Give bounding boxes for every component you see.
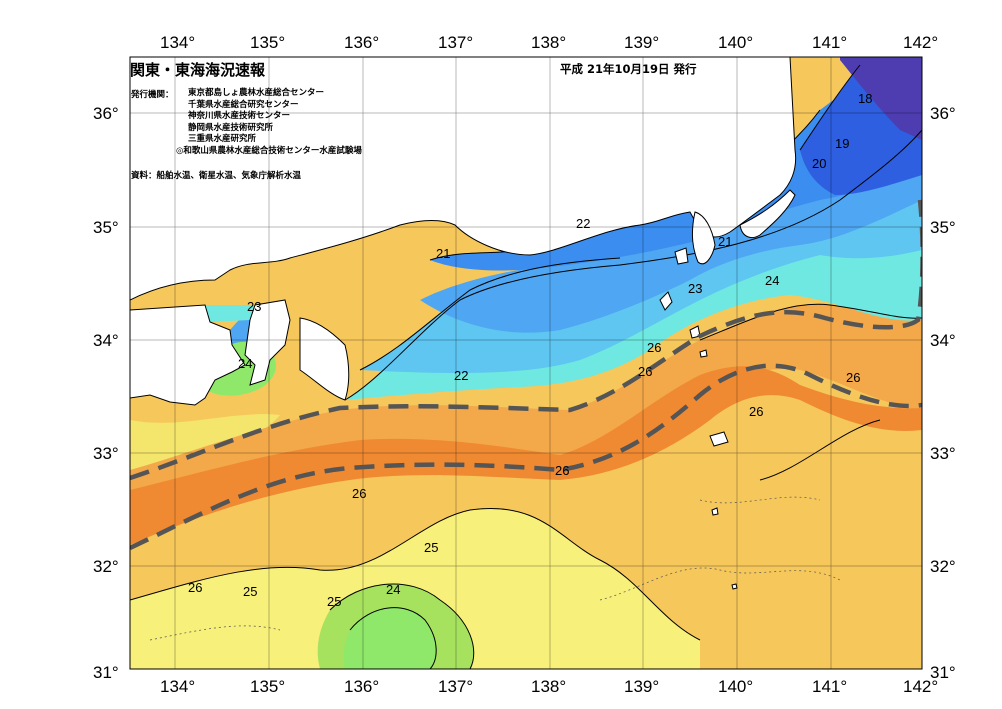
lat-label: 31° — [930, 663, 956, 682]
lon-label: 137° — [438, 33, 473, 52]
lon-label: 140° — [718, 33, 753, 52]
contour-label: 22 — [454, 368, 468, 383]
longitude-labels-top: 134° 135° 136° 137° 138° 139° 140° 141° … — [160, 33, 938, 52]
issuers-label: 発行機関： — [131, 90, 174, 100]
lon-label: 142° — [903, 677, 938, 696]
issue-date: 平成 21年10月19日 発行 — [560, 62, 697, 76]
issuer-item: 千葉県水産総合研究センター — [188, 99, 299, 110]
issuers-list: 東京都島しょ農林水産総合センター 千葉県水産総合研究センター 神奈川県水産技術セ… — [176, 88, 362, 157]
lon-label: 135° — [250, 33, 285, 52]
lat-label: 34° — [930, 331, 956, 350]
contour-label: 24 — [386, 582, 400, 597]
lat-label: 32° — [93, 557, 119, 576]
lon-label: 141° — [812, 677, 847, 696]
contour-label: 21 — [436, 246, 450, 261]
lat-label: 35° — [93, 218, 119, 237]
bay-water-3 — [205, 305, 255, 322]
band-25-west — [130, 414, 280, 470]
contour-label: 26 — [638, 364, 652, 379]
issuer-item: 東京都島しょ農林水産総合センター — [188, 88, 325, 98]
contour-label: 24 — [238, 356, 252, 371]
contour-label: 25 — [243, 584, 257, 599]
contour-label: 22 — [576, 216, 590, 231]
lat-label: 33° — [93, 444, 119, 463]
contour-label: 26 — [188, 580, 202, 595]
contour-label: 26 — [555, 463, 569, 478]
contour-label: 25 — [424, 540, 438, 555]
lon-label: 137° — [438, 677, 473, 696]
lat-label: 31° — [93, 663, 119, 682]
lon-label: 136° — [344, 33, 379, 52]
latitude-labels-right: 36° 35° 34° 33° 32° 31° — [930, 104, 956, 682]
lon-label: 139° — [624, 677, 659, 696]
lon-label: 135° — [250, 677, 285, 696]
contour-label: 26 — [647, 340, 661, 355]
band-28 — [130, 366, 922, 545]
temperature-field — [130, 57, 922, 669]
lon-label: 138° — [531, 33, 566, 52]
contour-label: 26 — [749, 404, 763, 419]
lon-label: 142° — [903, 33, 938, 52]
land — [130, 57, 797, 590]
data-source: 資料：船舶水温、衛星水温、気象庁解析水温 — [131, 171, 302, 181]
lon-label: 136° — [344, 677, 379, 696]
contour-label: 26 — [846, 370, 860, 385]
dotted-contours — [149, 496, 841, 641]
plot-frame — [129, 56, 923, 670]
contour-label: 18 — [858, 91, 872, 106]
lat-label: 32° — [930, 557, 956, 576]
contour-label: 25 — [327, 594, 341, 609]
peninsulas — [691, 189, 796, 265]
lon-label: 138° — [531, 677, 566, 696]
contour-label: 20 — [812, 156, 826, 171]
lat-label: 36° — [930, 104, 956, 123]
map-title: 関東・東海海況速報 — [130, 61, 266, 79]
contour-label: 19 — [835, 136, 849, 151]
issuer-item: ◎和歌山県農林水産総合技術センター水産試験場 — [176, 145, 362, 156]
lat-label: 34° — [93, 331, 119, 350]
kuroshio-axis — [130, 199, 922, 551]
contour-label: 24 — [765, 273, 779, 288]
contour-label: 23 — [247, 299, 261, 314]
latitude-labels-left: 36° 35° 34° 33° 32° 31° — [93, 104, 119, 682]
grid — [130, 57, 922, 669]
lat-label: 33° — [930, 444, 956, 463]
lat-label: 35° — [930, 218, 956, 237]
issuer-item: 三重県水産研究所 — [188, 134, 257, 144]
longitude-labels-bottom: 134° 135° 136° 137° 138° 139° 140° 141° … — [160, 677, 938, 696]
contour-labels: 18 19 20 21 21 22 22 23 23 24 24 24 25 2… — [238, 91, 872, 609]
lon-label: 140° — [718, 677, 753, 696]
lat-label: 36° — [93, 104, 119, 123]
contour-label: 21 — [718, 234, 732, 249]
issuer-item: 神奈川県水産技術センター — [188, 111, 291, 121]
lon-label: 139° — [624, 33, 659, 52]
issuer-item: 静岡県水産技術研究所 — [188, 122, 274, 133]
band-27 — [130, 304, 922, 540]
band-23-south — [343, 607, 437, 669]
lon-label: 141° — [812, 33, 847, 52]
contour-label: 26 — [352, 486, 366, 501]
lon-label: 134° — [160, 677, 195, 696]
lon-label: 134° — [160, 33, 195, 52]
band-18 — [840, 57, 922, 140]
contour-label: 23 — [688, 281, 702, 296]
